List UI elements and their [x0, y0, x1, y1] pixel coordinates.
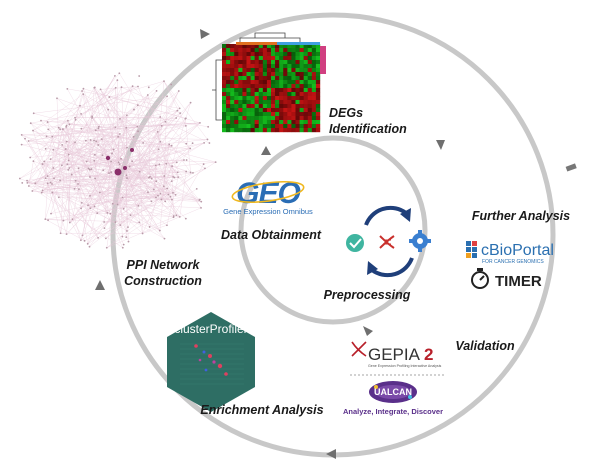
outer-arrow-bottom: [326, 449, 336, 459]
cbioportal-logo-name: cBioPortal: [481, 242, 554, 259]
stage-label-ppi-line2: Construction: [124, 274, 202, 288]
gepia2-logo-name: GEPIA: [368, 345, 421, 364]
outer-arrow-top: [200, 29, 210, 39]
stage-label-preprocessing: Preprocessing: [324, 288, 411, 302]
dna-icon: [379, 235, 395, 249]
stage-label-enrichment: Enrichment Analysis: [200, 403, 323, 417]
stage-label-ppi-line1: PPI Network: [127, 258, 201, 272]
timer-logo: TIMER: [471, 268, 542, 290]
check-icon: [346, 234, 364, 252]
inner-cycle-ring: [238, 135, 428, 325]
inner-arrow-bottom: [363, 326, 373, 336]
gepia2-logo-version: 2: [424, 345, 433, 364]
ppi-network-graphic: [18, 72, 217, 249]
outer-arrow-left: [95, 280, 105, 290]
geo-logo-caption: Gene Expression Omnibus: [223, 207, 313, 216]
gepia2-logo-caption: Gene Expression Profiling Interactive An…: [368, 364, 442, 368]
outer-arrow-right-top: [436, 140, 445, 150]
stopwatch-icon: [471, 271, 489, 289]
cbioportal-logo: cBioPortal FOR CANCER GENOMICS: [466, 241, 554, 265]
timer-logo-name: TIMER: [495, 273, 542, 290]
clusterprofiler-logo-name: clusterProfiler: [174, 322, 247, 336]
degs-heatmap-graphic: [212, 32, 326, 133]
preprocessing-cycle-icon: [346, 205, 431, 278]
stage-label-further-analysis: Further Analysis: [472, 209, 570, 223]
gear-icon: [409, 230, 431, 252]
inner-arrow-top: [261, 146, 271, 155]
outer-ring-end-marker: [565, 163, 577, 172]
cbioportal-logo-caption: FOR CANCER GENOMICS: [482, 259, 544, 265]
gepia2-logo: GEPIA 2 Gene Expression Profiling Intera…: [351, 341, 442, 368]
stage-label-data-obtainment: Data Obtainment: [221, 228, 322, 242]
ualcan-logo-name: UALCAN: [374, 387, 412, 397]
stage-label-degs-line1: DEGs: [329, 106, 363, 120]
stage-label-validation: Validation: [455, 339, 515, 353]
ualcan-logo: UALCAN Analyze, Integrate, Discover: [343, 381, 443, 416]
geo-logo: GEO Gene Expression Omnibus: [223, 177, 313, 216]
stage-label-degs-line2: Identification: [329, 122, 407, 136]
clusterprofiler-logo: clusterProfiler: [167, 312, 255, 412]
ualcan-logo-tagline: Analyze, Integrate, Discover: [343, 407, 443, 416]
